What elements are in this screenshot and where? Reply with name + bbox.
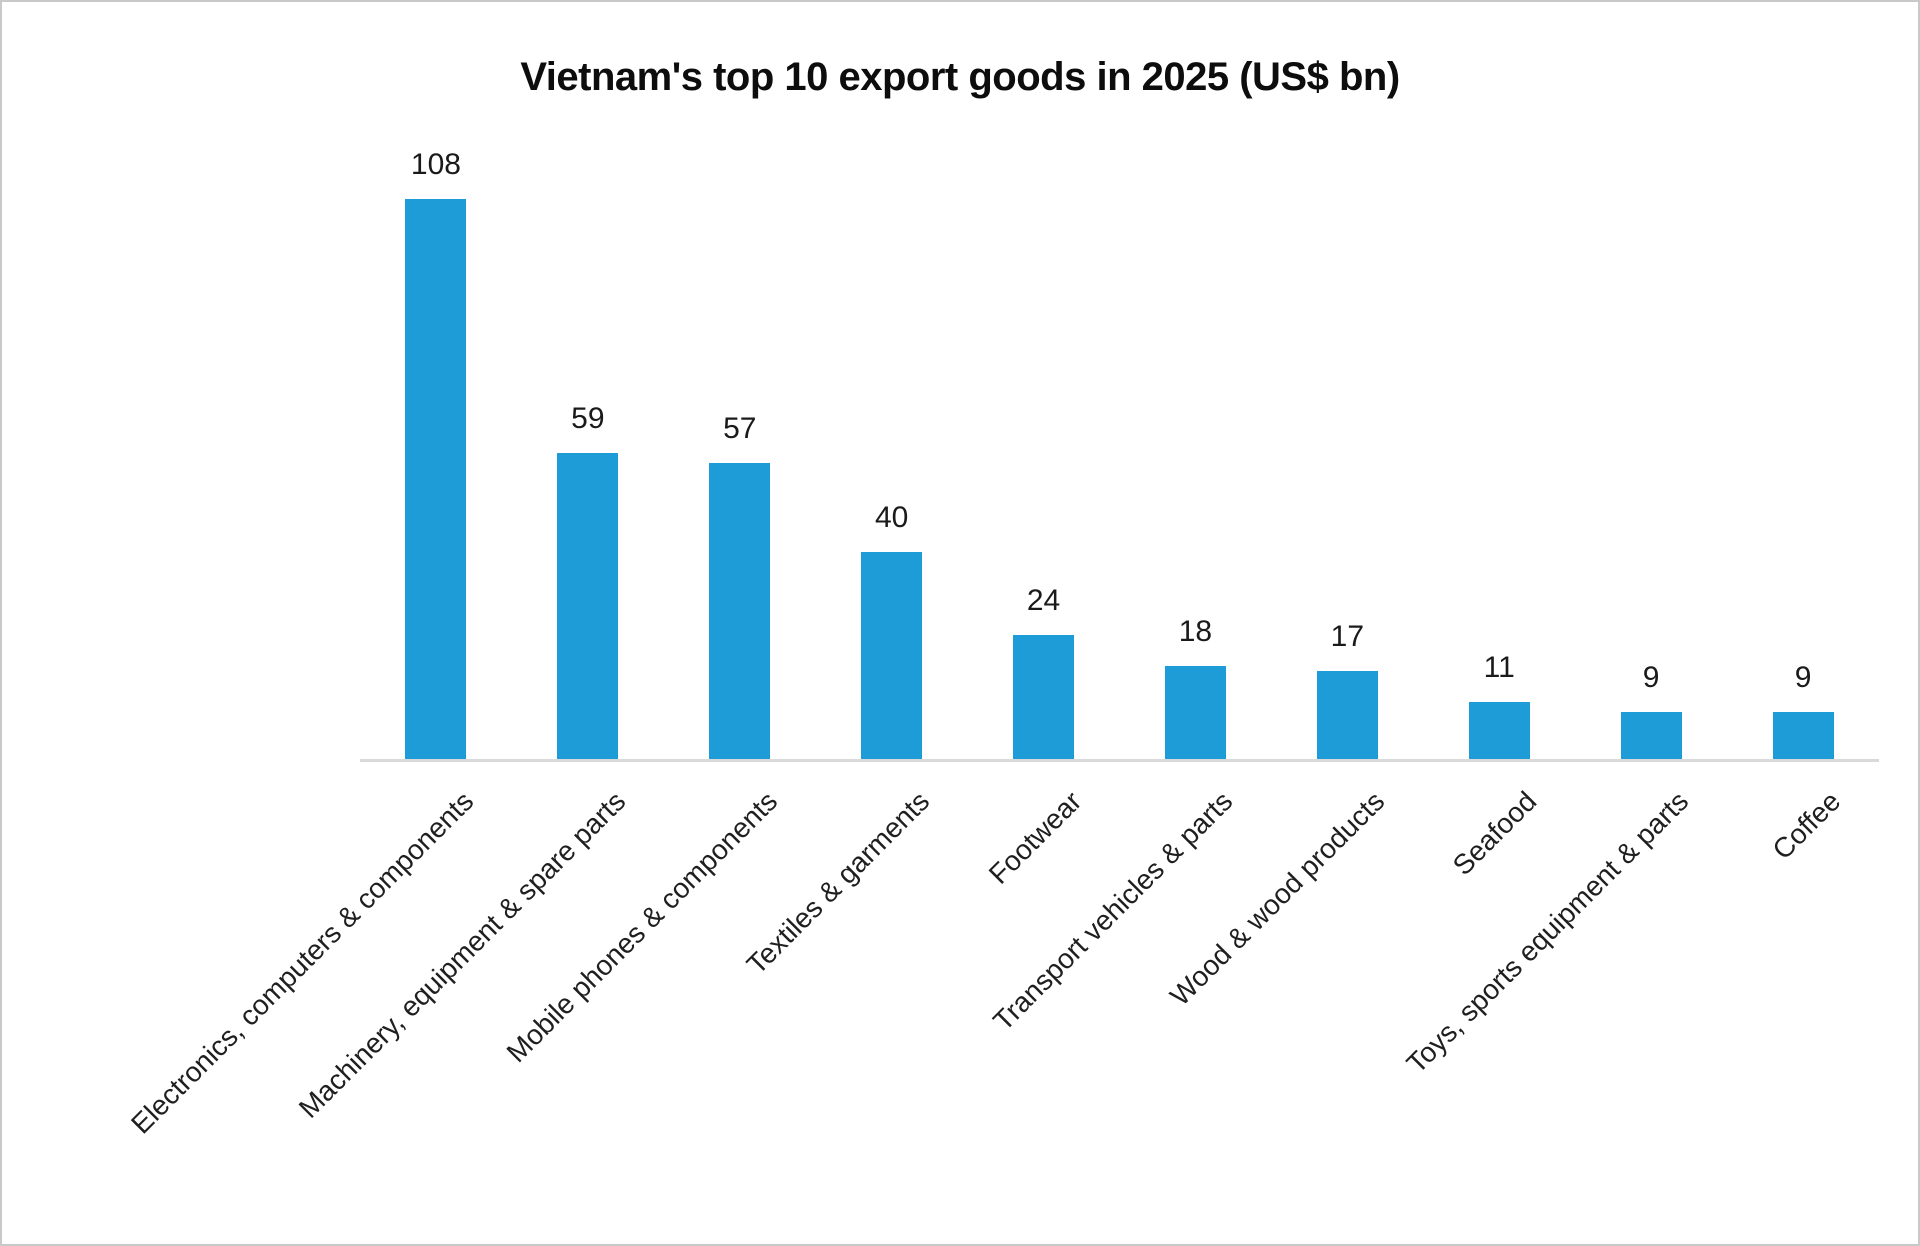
bar-value-label: 9 [1794,661,1812,694]
bar [861,552,923,759]
bar [1772,712,1834,759]
bar-value-label: 57 [723,412,757,445]
bar-value-label: 24 [1026,584,1061,617]
category-label: Coffee [1766,785,1847,866]
bar [1620,712,1682,759]
bar [1013,635,1075,759]
bar-value-label: 18 [1178,615,1213,648]
bar-value-label: 59 [571,402,605,435]
bar [1468,702,1530,759]
bar-value-label: 40 [874,501,909,534]
bar [1316,671,1378,759]
bar [405,199,467,759]
chart-title: Vietnam's top 10 export goods in 2025 (U… [520,54,1400,99]
bar-value-label: 11 [1483,651,1515,684]
bar [1164,666,1226,759]
bar-value-label: 108 [410,148,461,181]
bar-value-label: 17 [1330,620,1365,653]
bar [557,453,619,759]
bar-value-label: 9 [1642,661,1660,694]
x-axis-line [360,759,1879,762]
bar [709,463,771,759]
